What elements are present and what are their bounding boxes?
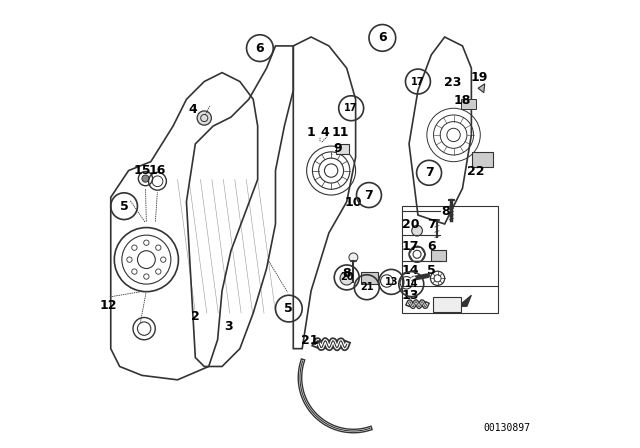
FancyBboxPatch shape: [335, 144, 349, 154]
Text: 7: 7: [365, 189, 373, 202]
Text: 6: 6: [427, 240, 436, 253]
Circle shape: [349, 253, 358, 262]
Text: 20: 20: [402, 217, 419, 231]
FancyBboxPatch shape: [433, 297, 461, 312]
Text: 18: 18: [454, 94, 471, 107]
Text: 4: 4: [189, 103, 198, 116]
Text: 17: 17: [411, 77, 425, 86]
Text: 21: 21: [301, 334, 319, 347]
Text: 9: 9: [333, 142, 342, 155]
Text: 7: 7: [425, 166, 433, 179]
Text: 3: 3: [225, 320, 233, 333]
Text: 14: 14: [404, 279, 418, 289]
Text: 23: 23: [444, 76, 461, 89]
Polygon shape: [458, 295, 472, 306]
Text: 13: 13: [385, 277, 398, 287]
FancyBboxPatch shape: [472, 152, 493, 168]
Text: 16: 16: [149, 164, 166, 177]
Text: 11: 11: [332, 126, 349, 139]
Text: 17: 17: [344, 103, 358, 113]
Polygon shape: [478, 84, 484, 93]
Text: 14: 14: [402, 264, 419, 277]
Text: 10: 10: [345, 196, 362, 209]
Text: 00130897: 00130897: [483, 423, 531, 433]
Text: 19: 19: [470, 72, 488, 85]
Text: 13: 13: [402, 289, 419, 302]
Circle shape: [340, 271, 353, 285]
Text: 2: 2: [191, 310, 200, 323]
Text: 5: 5: [120, 200, 129, 213]
Text: 17: 17: [402, 240, 419, 253]
Text: 12: 12: [100, 298, 117, 311]
Text: 8: 8: [342, 267, 351, 280]
Text: 6: 6: [255, 42, 264, 55]
Text: 5: 5: [284, 302, 293, 315]
FancyBboxPatch shape: [361, 271, 378, 284]
Circle shape: [197, 111, 211, 125]
Circle shape: [412, 225, 422, 236]
FancyBboxPatch shape: [431, 250, 447, 261]
Text: 22: 22: [467, 165, 484, 178]
Circle shape: [142, 175, 149, 182]
Text: 1: 1: [307, 126, 316, 139]
Text: 21: 21: [360, 282, 374, 292]
Text: 8: 8: [441, 205, 450, 218]
Text: 5: 5: [427, 264, 436, 277]
Text: 7: 7: [427, 217, 436, 231]
Text: 6: 6: [378, 31, 387, 44]
Text: 15: 15: [133, 164, 150, 177]
FancyBboxPatch shape: [461, 99, 476, 109]
Text: 20: 20: [340, 272, 353, 282]
Text: 4: 4: [320, 126, 329, 139]
